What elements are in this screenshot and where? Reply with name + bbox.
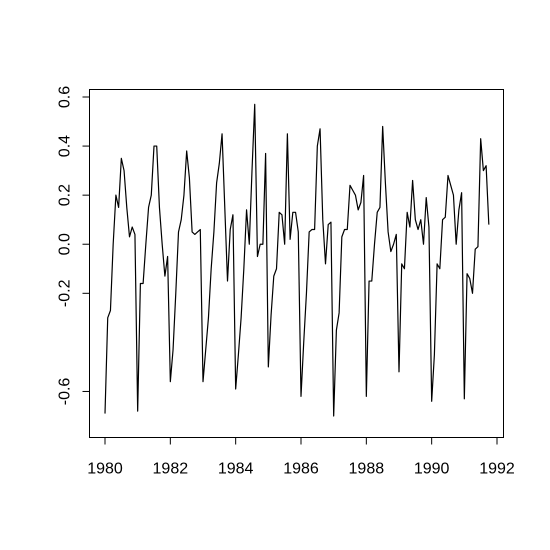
x-tick-label: 1988	[349, 461, 385, 478]
plot-frame	[89, 89, 504, 438]
x-tick-label: 1990	[414, 461, 450, 478]
series-line	[104, 103, 490, 417]
x-tick-label: 1992	[479, 461, 515, 478]
y-tick-label: 0.2	[57, 184, 74, 206]
y-tick-label: -0.2	[57, 279, 74, 307]
y-tick-label: 0.0	[57, 233, 74, 255]
y-tick-label: 0.4	[57, 135, 74, 157]
y-axis: -0.6 -0.2 0.0 0.2 0.4 0.6	[57, 86, 90, 405]
x-tick-label: 1982	[153, 461, 189, 478]
x-axis: 1980 1982 1984 1986 1988 1990 1992	[87, 437, 515, 478]
x-tick-label: 1984	[218, 461, 254, 478]
y-tick-label: -0.6	[57, 378, 74, 406]
x-tick-label: 1980	[87, 461, 123, 478]
series-layer	[104, 103, 490, 417]
x-tick-label: 1986	[283, 461, 319, 478]
y-tick-label: 0.6	[57, 86, 74, 108]
